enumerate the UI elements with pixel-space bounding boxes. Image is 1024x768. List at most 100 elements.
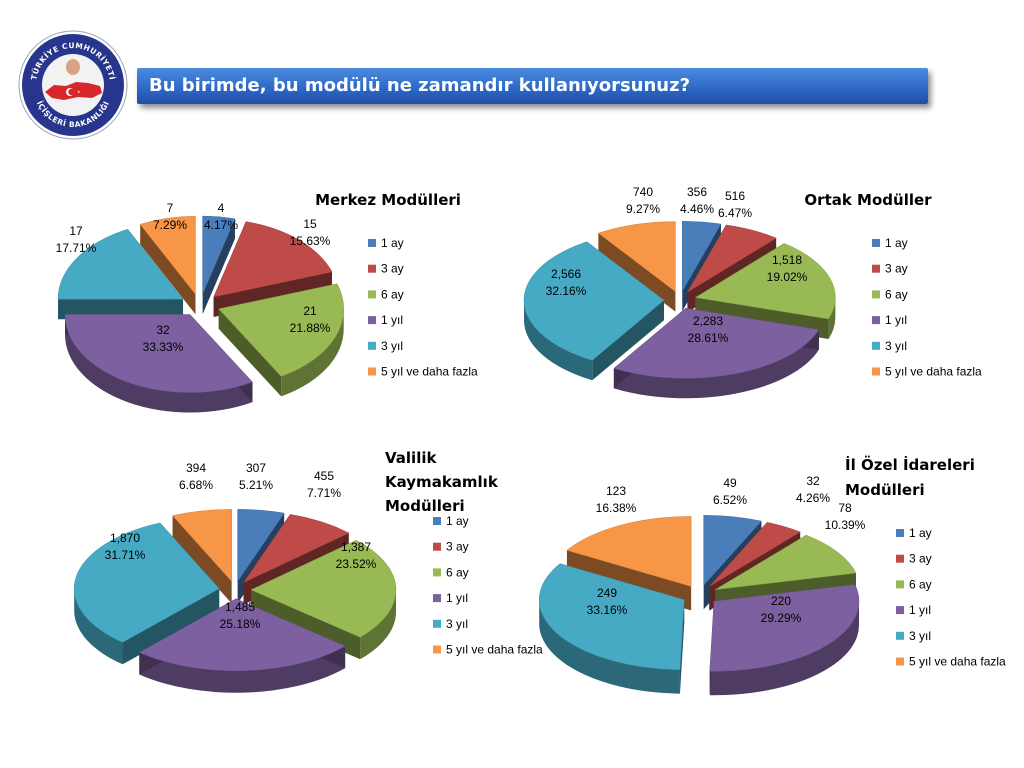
legend-label: 1 ay (909, 526, 932, 540)
pie-slice-side (828, 297, 836, 339)
pie-slice-side (613, 329, 819, 399)
legend-label: 6 ay (909, 577, 932, 591)
pie-slice-edge (592, 300, 665, 381)
pie-slice-6-ay (218, 283, 344, 377)
legend-swatch (368, 316, 376, 325)
data-label: 1,387 23.52% (336, 540, 377, 571)
pie-slice-5-yıl-ve-daha-fazla (597, 221, 676, 293)
legend-label: 3 ay (885, 262, 908, 276)
legend-label: 1 yıl (909, 603, 931, 617)
legend-swatch (872, 341, 880, 350)
legend-label: 5 yıl ve daha fazla (909, 655, 1006, 669)
legend-swatch (368, 290, 376, 299)
legend-swatch (433, 542, 441, 551)
pie-slice-side (281, 308, 344, 397)
data-label: 17 17.71% (56, 224, 97, 255)
legend-label: 1 yıl (885, 313, 907, 327)
legend-label: 6 ay (885, 287, 908, 301)
legend-swatch (896, 606, 904, 615)
pie-slice-1-yıl (709, 584, 860, 672)
pie-slice-side (524, 300, 593, 381)
legend-label: 5 yıl ve daha fazla (446, 643, 543, 657)
chart-legend: 1 ay 3 ay 6 ay 1 yıl 3 yıl 5 yıl ve daha fazl… (433, 514, 543, 657)
legend-swatch (872, 367, 880, 376)
pie-slice-1-yıl (64, 314, 253, 393)
legend-swatch (433, 619, 441, 628)
pie-slice-1-ay (237, 509, 285, 583)
pie-chart-3: 307 5.21% 455 7.71% 1,387 23.52% 1,485 25.18% 1,… (73, 449, 543, 693)
pie-slice-3-ay (709, 522, 801, 587)
pie-slice-3-ay (213, 221, 333, 298)
pie-slice-1-ay (681, 221, 722, 293)
legend-swatch (896, 657, 904, 666)
legend-label: 5 yıl ve daha fazla (381, 365, 478, 379)
pie-slice-1-yıl (613, 307, 820, 379)
data-label: 21 21.88% (290, 304, 331, 335)
data-label: 32 4.26% (796, 474, 830, 505)
legend-label: 3 ay (381, 262, 404, 276)
ministry-logo: TÜRKİYE CUMHURİYETİ İÇİŞLERİ BAKANLIĞI (18, 30, 128, 140)
legend-label: 3 ay (909, 552, 932, 566)
data-label: 220 29.29% (761, 594, 802, 625)
data-label: 356 4.46% (680, 185, 714, 216)
legend-label: 1 yıl (381, 313, 403, 327)
pie-slice-side (139, 646, 346, 693)
legend-swatch (896, 529, 904, 537)
chart-legend: 1 ay 3 ay 6 ay 1 yıl 3 yıl 5 yıl ve daha fazl… (368, 236, 478, 379)
legend-label: 6 ay (446, 565, 469, 579)
legend-label: 3 yıl (909, 629, 931, 643)
chart-title: Valilik Kaymakamlık Modülleri (385, 449, 499, 515)
pie-slice-edge (172, 515, 232, 604)
pie-slice-edge (598, 233, 676, 312)
legend-label: 3 yıl (885, 339, 907, 353)
pie-slice-3-ay (687, 224, 777, 293)
pie-slice-3-yıl (57, 228, 184, 300)
legend-swatch (433, 645, 441, 654)
pie-slice-side (65, 314, 253, 413)
legend-swatch (896, 554, 904, 563)
legend-swatch (368, 367, 376, 376)
pie-chart-2: 356 4.46%516 6.47% 1,518 19.02% 2,283 28.61% 2,… (523, 185, 982, 399)
legend-swatch (368, 264, 376, 273)
chart-title: İl Özel İdareleri Modülleri (845, 455, 975, 499)
legend-label: 6 ay (381, 287, 404, 301)
data-label: 394 6.68% (179, 461, 213, 492)
data-label: 2,283 28.61% (688, 314, 729, 345)
pie-slice-1-ay (703, 515, 762, 586)
pie-slice-3-yıl (73, 522, 220, 643)
pie-slice-side (709, 601, 859, 696)
legend-label: 3 yıl (381, 339, 403, 353)
legend-label: 5 yıl ve daha fazla (885, 365, 982, 379)
data-label: 1,485 25.18% (220, 600, 261, 631)
pie-slice-edge (140, 224, 196, 315)
chart-legend: 1 ay 3 ay 6 ay 1 yıl 3 yıl 5 yıl ve daha fazl… (872, 236, 982, 379)
legend-swatch (896, 580, 904, 589)
data-label: 307 5.21% (239, 461, 273, 492)
legend-label: 3 yıl (446, 617, 468, 631)
pie-slice-6-ay (715, 534, 857, 590)
legend-swatch (872, 264, 880, 273)
data-label: 49 6.52% (713, 476, 747, 507)
chart-title: Ortak Modüller (804, 191, 932, 209)
chart-title: Merkez Modülleri (315, 191, 461, 209)
data-label: 2,566 32.16% (546, 267, 587, 298)
chart-legend: 1 ay 3 ay 6 ay 1 yıl 3 yıl 5 yıl ve daha fazl… (896, 526, 1006, 669)
legend-swatch (872, 316, 880, 325)
pie-slice-5-yıl-ve-daha-fazla (172, 509, 232, 583)
pie-slice-1-ay (202, 215, 236, 295)
pie-slice-side (74, 588, 123, 665)
legend-swatch (368, 341, 376, 350)
pie-slice-1-yıl (138, 598, 346, 672)
pie-slice-3-yıl (523, 241, 665, 361)
legend-swatch (433, 517, 441, 525)
legend-label: 3 ay (446, 540, 469, 554)
data-label: 7 7.29% (153, 201, 187, 232)
legend-label: 1 ay (381, 236, 404, 250)
data-label: 123 16.38% (596, 484, 637, 515)
pie-slice-6-ay (250, 539, 397, 638)
legend-swatch (872, 239, 880, 247)
pie-slice-5-yıl-ve-daha-fazla (566, 516, 692, 587)
data-label: 1,518 19.02% (767, 253, 808, 284)
page-title: Bu birimde, bu modülü ne zamandır kullan… (149, 75, 691, 96)
